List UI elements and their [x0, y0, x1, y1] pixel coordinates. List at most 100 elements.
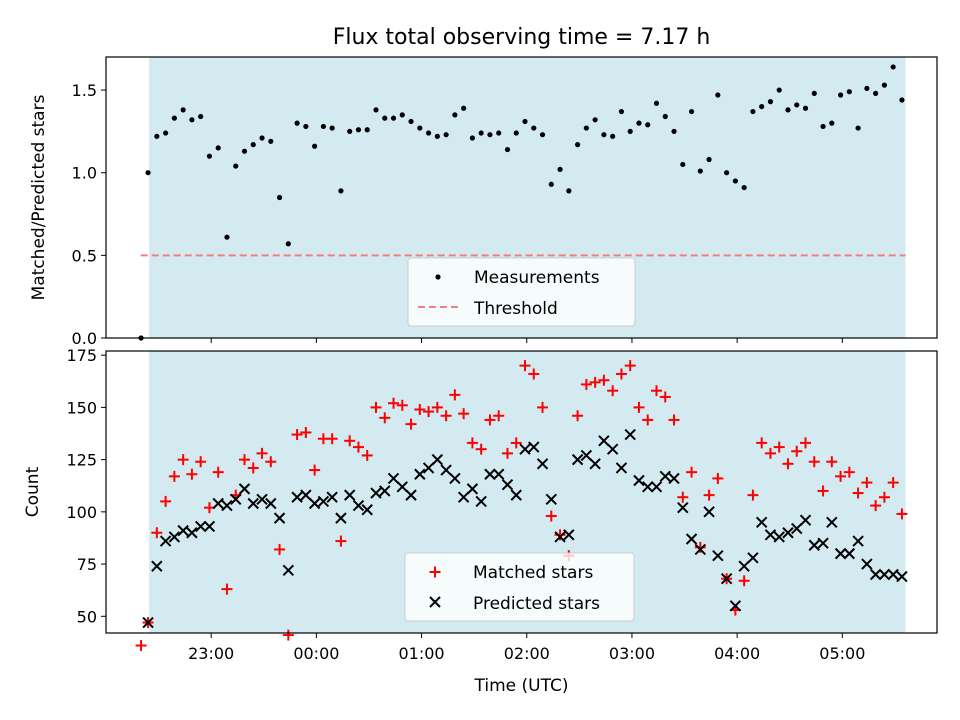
predicted-star-point — [624, 428, 636, 441]
x-b — [238, 483, 251, 495]
matched-star-point — [528, 368, 540, 380]
predicted-star-point — [221, 499, 233, 512]
x-b — [247, 497, 259, 510]
x-b — [843, 547, 856, 560]
matched-star-point — [361, 449, 373, 461]
measurement-point — [671, 128, 677, 134]
x-b — [852, 535, 864, 547]
x-b — [484, 468, 496, 480]
matched-star-point — [212, 466, 224, 478]
matched-star-point — [168, 470, 180, 482]
x-b — [528, 441, 540, 453]
measurement-point — [732, 178, 738, 184]
predicted-star-point — [466, 483, 479, 495]
x-b — [379, 485, 391, 497]
predicted-star-point — [554, 531, 566, 543]
predicted-star-point — [501, 478, 514, 491]
x-b — [343, 489, 356, 501]
measurements-points — [138, 64, 905, 341]
predicted-star-point — [834, 547, 847, 560]
x-b — [159, 535, 172, 547]
y-tick-label: 1.5 — [72, 81, 97, 100]
x-b — [475, 495, 487, 508]
matched-star-point — [615, 368, 627, 380]
matched-star-point — [396, 399, 408, 411]
measurement-point — [794, 102, 800, 108]
predicted-star-point — [580, 449, 593, 462]
measurement-point — [881, 82, 888, 88]
y-tick-label: 0.5 — [72, 246, 97, 265]
matched-star-point — [764, 447, 776, 459]
matched-star-point — [633, 401, 645, 413]
x-b — [194, 520, 207, 533]
matched-star-point — [440, 410, 452, 422]
x-b — [606, 443, 619, 455]
x-tick-label: 00:00 — [293, 644, 339, 663]
predicted-star-point — [247, 497, 259, 510]
predicted-star-point — [431, 453, 444, 466]
x-b — [668, 472, 680, 485]
x-b — [650, 481, 663, 493]
measurement-point — [382, 115, 388, 121]
measurement-point — [259, 135, 265, 141]
top-y-axis: 0.0 0.5 1.0 1.5 — [72, 81, 106, 348]
matched-star-point — [344, 435, 356, 447]
matched-star-point — [537, 401, 549, 413]
measurement-point — [522, 118, 528, 125]
matched-star-point — [861, 477, 873, 489]
matched-star-point — [405, 418, 417, 430]
matched-star-point — [335, 535, 347, 547]
matched-star-point — [309, 464, 321, 476]
x-b — [633, 474, 645, 487]
measurement-point — [557, 166, 563, 172]
predicted-star-point — [519, 443, 531, 455]
measurement-point — [636, 120, 642, 126]
predicted-star-point — [475, 495, 487, 508]
x-b — [878, 568, 891, 581]
matched-star-point — [826, 456, 838, 468]
measurement-point — [504, 146, 511, 153]
measurement-point — [294, 120, 300, 126]
measurement-point — [180, 107, 186, 113]
predicted-star-point — [308, 497, 321, 510]
x-tick-label: 05:00 — [819, 644, 865, 663]
matched-star-point — [738, 575, 750, 587]
predicted-star-point — [370, 487, 382, 499]
x-b — [624, 428, 636, 441]
matched-star-point — [291, 429, 303, 441]
y-tick-label: 100 — [66, 503, 97, 522]
matched-star-point — [668, 414, 680, 426]
matched-star-point — [475, 443, 487, 455]
matched-star-point — [326, 433, 338, 445]
measurement-point — [390, 115, 397, 121]
measurement-point — [653, 100, 660, 106]
measurement-point — [364, 127, 370, 133]
predicted-star-point — [852, 535, 864, 547]
measurement-point — [469, 135, 476, 141]
x-b — [659, 470, 671, 483]
measurement-point — [680, 161, 686, 168]
predicted-star-point — [633, 474, 645, 487]
x-b — [764, 529, 777, 541]
matched-star-point — [449, 389, 461, 401]
measurement-point — [425, 130, 432, 136]
matched-star-point — [545, 510, 557, 522]
measurement-point — [329, 125, 335, 131]
x-tick-label: 03:00 — [609, 644, 655, 663]
predicted-star-point — [808, 539, 820, 551]
x-b — [212, 497, 224, 510]
measurement-point — [145, 170, 151, 176]
measurement-point — [759, 103, 765, 110]
predicted-star-point — [642, 481, 654, 493]
predicted-star-point — [528, 441, 540, 453]
measurement-point — [715, 92, 721, 98]
x-b — [536, 458, 549, 470]
measurement-point — [452, 112, 458, 118]
matched-star-point — [274, 543, 286, 555]
measurement-point — [215, 145, 221, 151]
matched-star-point — [510, 437, 522, 449]
x-b — [729, 600, 742, 612]
predicted-star-point — [738, 560, 750, 572]
x-b — [615, 462, 628, 474]
predicted-star-point — [878, 568, 891, 581]
